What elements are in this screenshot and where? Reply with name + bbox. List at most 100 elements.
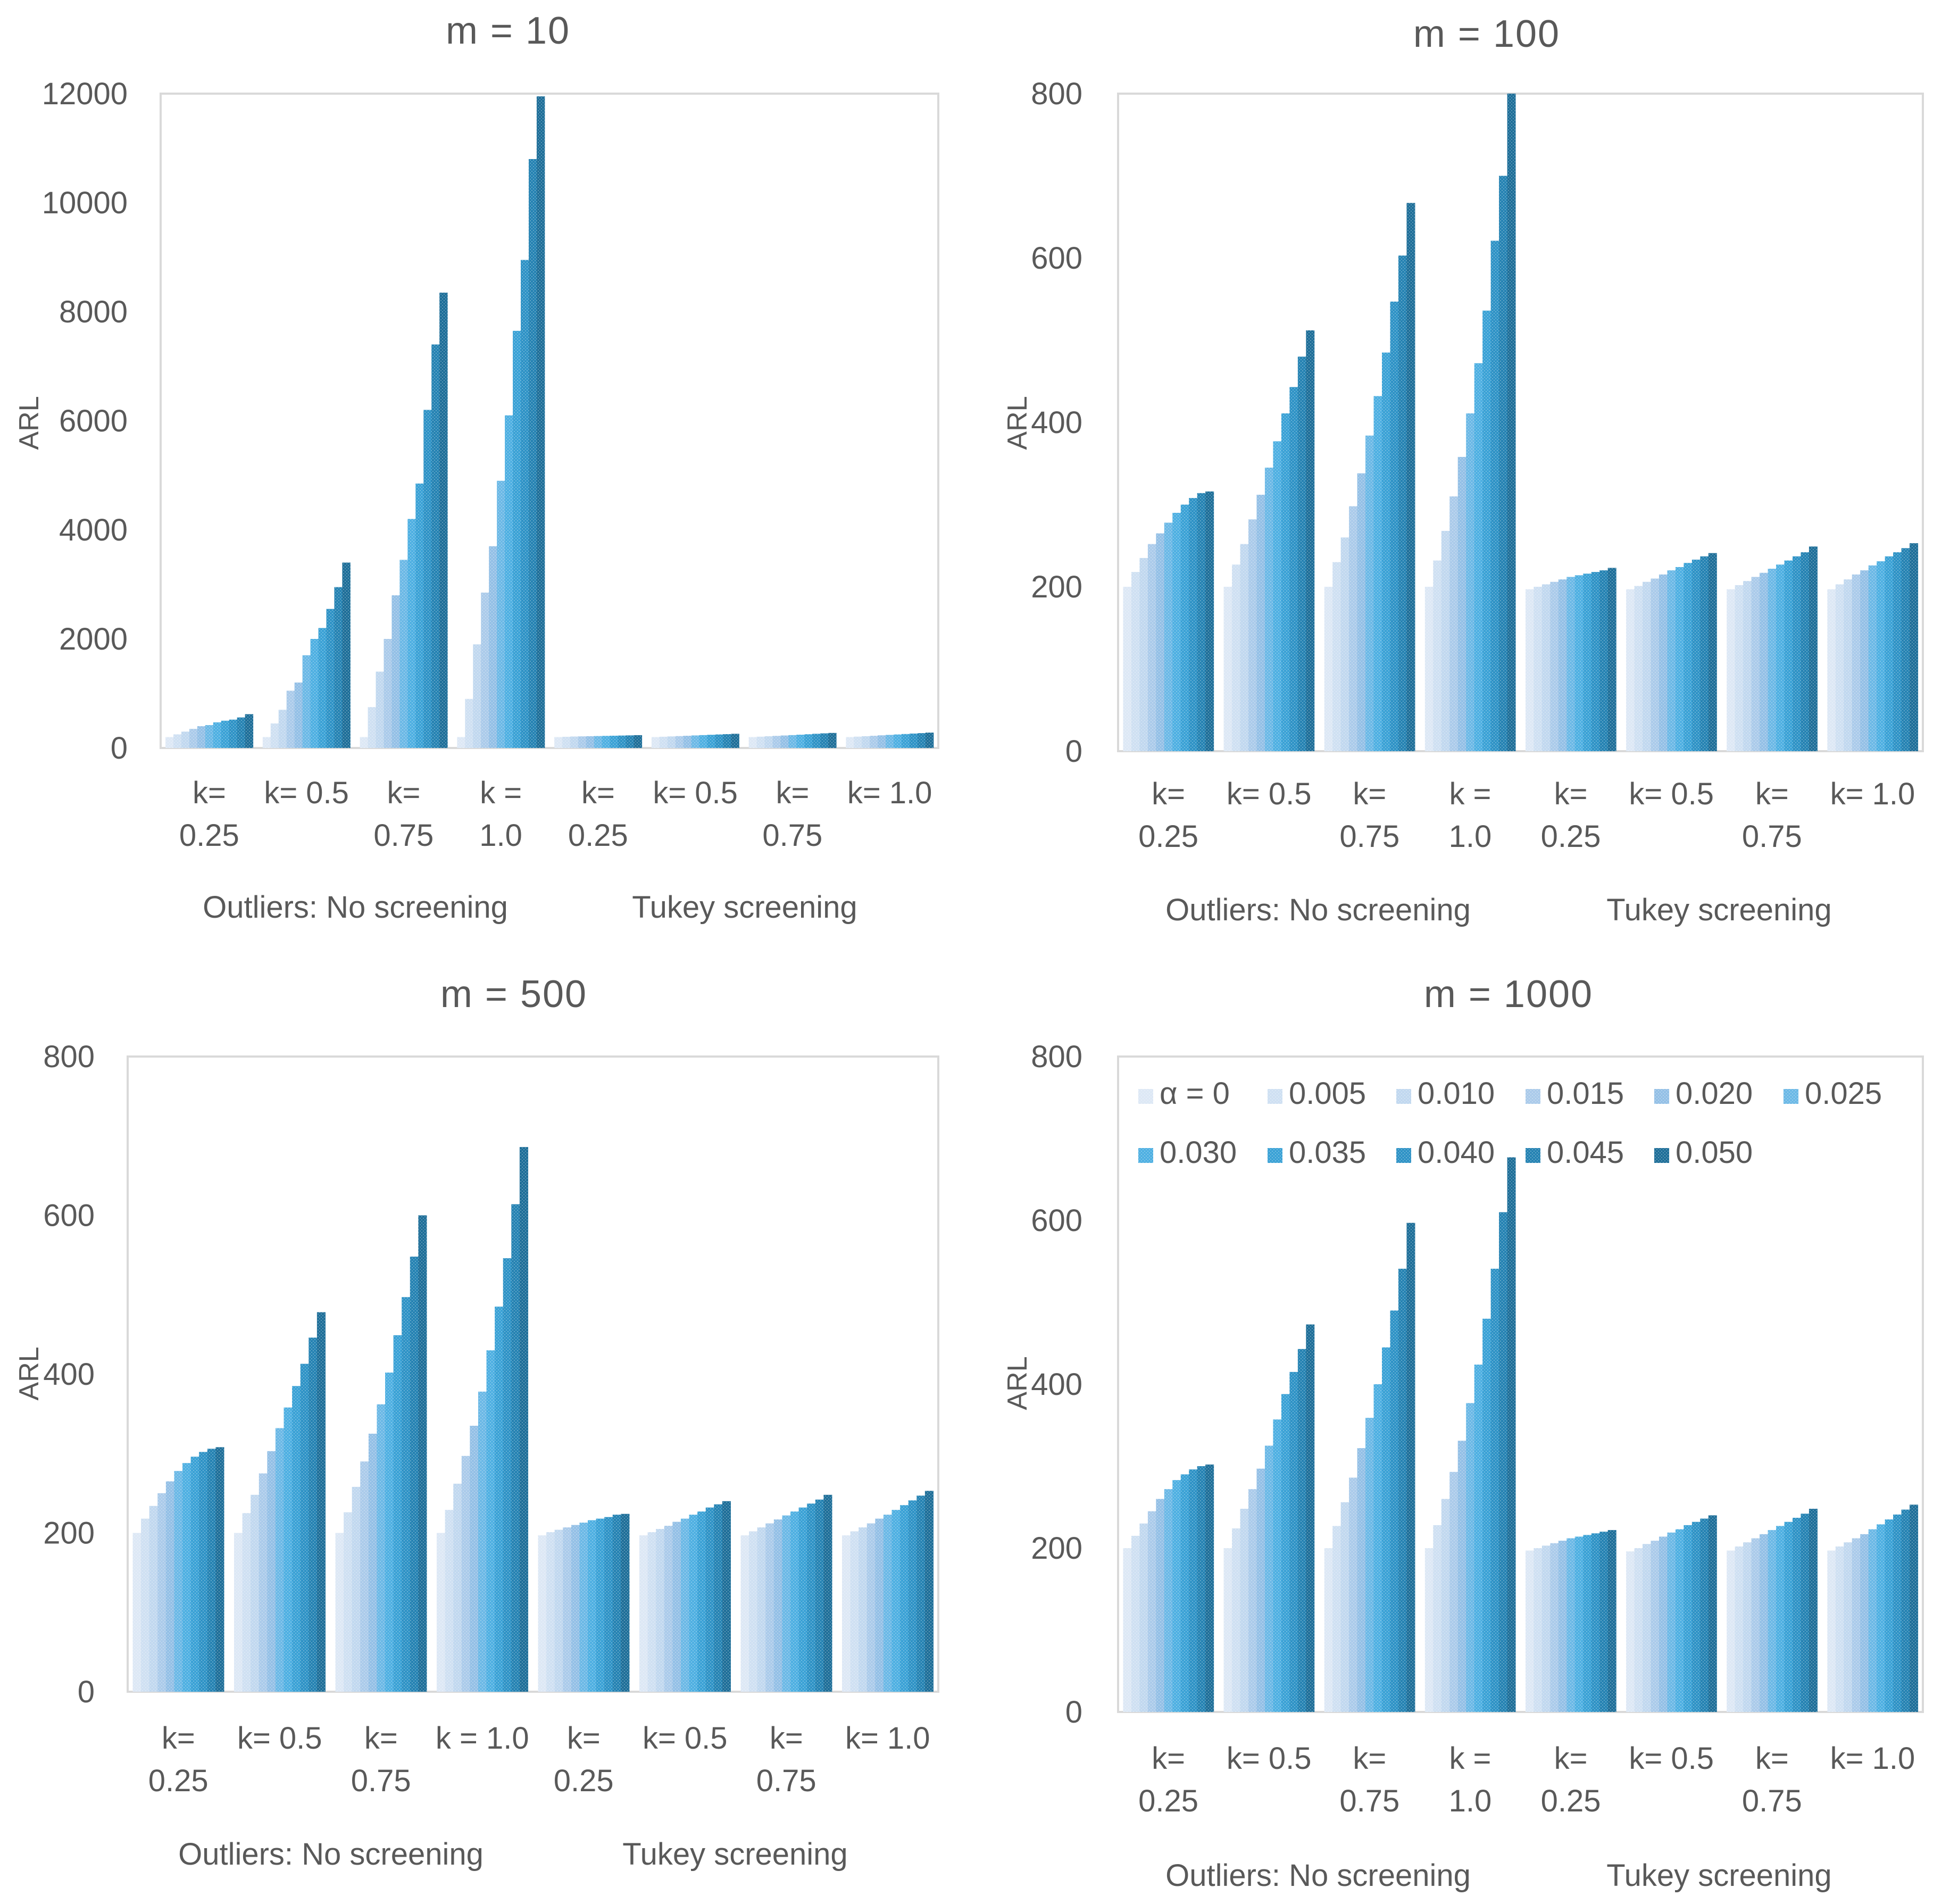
y-axis-label: ARL <box>14 396 45 450</box>
bar-texture <box>1164 1489 1173 1712</box>
bar-texture <box>1675 567 1684 751</box>
bar-texture <box>1172 512 1181 751</box>
bar-texture <box>1232 1528 1241 1712</box>
bar-texture <box>1760 1534 1769 1712</box>
bar-texture <box>1441 530 1450 751</box>
x-category-label: k= <box>1353 777 1386 811</box>
bar-texture <box>481 592 489 748</box>
legend-swatch-texture <box>1526 1148 1540 1163</box>
bar-texture <box>453 1483 462 1692</box>
bar-texture <box>286 691 295 748</box>
x-category-label: k= 1.0 <box>845 1721 930 1756</box>
bar-texture <box>883 1515 893 1692</box>
bar-texture <box>1365 1418 1374 1712</box>
bar-texture <box>618 735 627 748</box>
bar-texture <box>205 725 214 748</box>
legend-label: 0.035 <box>1289 1135 1366 1170</box>
bar-texture <box>1256 494 1265 751</box>
bar-texture <box>579 1523 588 1692</box>
legend-label: 0.030 <box>1160 1135 1237 1170</box>
bar-texture <box>1626 1551 1635 1712</box>
bar-texture <box>221 720 230 748</box>
x-group-label: Outliers: No screening <box>203 890 508 925</box>
bar-texture <box>1172 1480 1181 1712</box>
bar-texture <box>1558 579 1567 751</box>
bar-texture <box>344 1512 353 1692</box>
bar-texture <box>1156 1499 1165 1712</box>
bar-texture <box>1474 1365 1483 1712</box>
legend-swatch-texture <box>1138 1089 1153 1104</box>
bar-texture <box>815 1499 824 1692</box>
bar-texture <box>842 1535 851 1692</box>
bar-texture <box>1566 1538 1576 1712</box>
bar-texture <box>1281 413 1290 751</box>
legend: α = 0 0.005 0.010 0.015 0.020 0.025 0.030 0.035… <box>1138 1076 1882 1170</box>
bar-texture <box>1273 1419 1282 1712</box>
bars <box>165 96 934 748</box>
bar-texture <box>765 1523 774 1692</box>
bar-texture <box>1534 587 1543 751</box>
charts-layer: m = 10020004000600080001000012000ARLk=0.… <box>14 10 1924 1893</box>
bar-texture <box>1659 1536 1668 1712</box>
bar-texture <box>259 1473 268 1692</box>
bar-texture <box>604 1517 613 1692</box>
bar-texture <box>149 1506 158 1692</box>
bar-texture <box>538 1535 547 1692</box>
bar-texture <box>772 736 781 748</box>
bar-texture <box>571 1525 580 1692</box>
bar-texture <box>1197 1466 1206 1712</box>
bar-texture <box>689 1515 698 1692</box>
bar-texture <box>1751 1538 1760 1712</box>
bar-texture <box>402 1297 411 1692</box>
bar-texture <box>1844 579 1853 751</box>
bar-texture <box>1708 553 1717 751</box>
bar-texture <box>891 1510 901 1692</box>
bar-texture <box>1643 581 1652 751</box>
bar-texture <box>1349 1477 1358 1712</box>
bar-texture <box>418 1215 427 1692</box>
y-tick-label: 0 <box>1065 734 1082 769</box>
bar-texture <box>1634 586 1643 751</box>
bar-texture <box>521 260 529 748</box>
bar-texture <box>377 1404 386 1692</box>
x-category-label: 0.75 <box>1742 1784 1802 1818</box>
x-category-label: k= 0.5 <box>1227 1741 1312 1776</box>
bar-texture <box>415 483 424 748</box>
bar-texture <box>1264 467 1273 751</box>
bar-texture <box>1776 564 1785 751</box>
bar-texture <box>174 1471 183 1692</box>
bar-texture <box>1474 363 1483 751</box>
bar-texture <box>570 736 579 748</box>
bar-texture <box>270 723 279 748</box>
bars <box>1123 1157 1919 1712</box>
bar-texture <box>1131 1535 1140 1712</box>
bar-texture <box>1507 1157 1516 1712</box>
bar-texture <box>1324 587 1333 751</box>
bar-texture <box>465 699 473 748</box>
bar-texture <box>384 639 392 748</box>
x-category-label: k= <box>776 776 809 810</box>
bar-texture <box>1147 1511 1156 1712</box>
bar-texture <box>667 736 676 748</box>
bar-texture <box>242 1513 251 1692</box>
x-category-label: k= 1.0 <box>847 776 932 810</box>
legend-swatch-texture <box>1784 1089 1798 1104</box>
legend-swatch-texture <box>1654 1148 1669 1163</box>
bar-texture <box>1599 570 1609 751</box>
bar-texture <box>1357 1448 1366 1712</box>
bar-texture <box>1223 587 1232 751</box>
x-category-label: k = <box>1449 777 1491 811</box>
bars <box>1123 94 1919 751</box>
bar-texture <box>1189 498 1198 751</box>
bar-texture <box>1123 587 1132 751</box>
bar-texture <box>1591 572 1600 751</box>
bar-texture <box>756 736 765 748</box>
bar-texture <box>1643 1544 1652 1712</box>
bar-texture <box>757 1527 766 1692</box>
bar-texture <box>1164 522 1173 751</box>
chart-panel-2: m = 100 0 200 400 600 800 ARL k= 0.25 k= 0.5 k= 0.7… <box>1002 13 1924 927</box>
bar-texture <box>199 1452 208 1692</box>
chart-panel-4: m = 1000 0 200 400 600 800 ARL k= 0.25 k= 0.5 k= 0.… <box>1002 973 1924 1893</box>
bar-texture <box>1398 1268 1407 1712</box>
bar-texture <box>1499 1212 1508 1712</box>
